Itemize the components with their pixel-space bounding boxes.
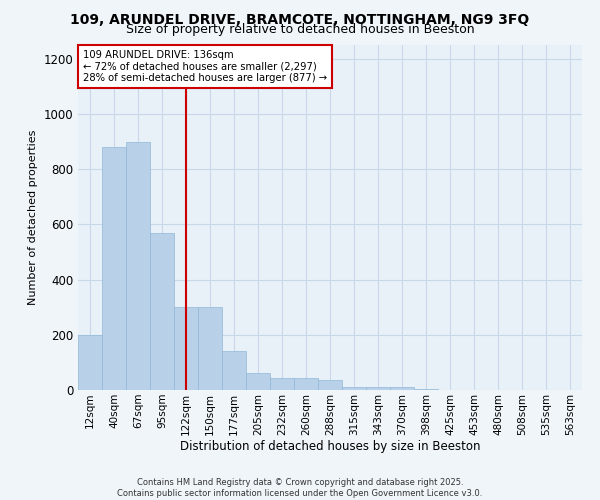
Text: 109, ARUNDEL DRIVE, BRAMCOTE, NOTTINGHAM, NG9 3FQ: 109, ARUNDEL DRIVE, BRAMCOTE, NOTTINGHAM… [70,12,530,26]
Bar [366,387,390,390]
Bar [78,335,102,390]
Bar [270,378,294,390]
Bar [342,387,366,390]
Bar [294,378,318,390]
Bar [246,374,270,390]
Bar [174,307,198,390]
Text: Size of property relative to detached houses in Beeston: Size of property relative to detached ho… [125,22,475,36]
Y-axis label: Number of detached properties: Number of detached properties [28,130,38,305]
X-axis label: Distribution of detached houses by size in Beeston: Distribution of detached houses by size … [180,440,480,454]
Bar [390,387,414,390]
Text: 109 ARUNDEL DRIVE: 136sqm
← 72% of detached houses are smaller (2,297)
28% of se: 109 ARUNDEL DRIVE: 136sqm ← 72% of detac… [83,50,327,84]
Bar [102,147,126,390]
Bar [126,142,150,390]
Bar [222,352,246,390]
Bar [414,388,438,390]
Bar [318,380,342,390]
Bar [150,232,174,390]
Bar [198,307,222,390]
Text: Contains HM Land Registry data © Crown copyright and database right 2025.
Contai: Contains HM Land Registry data © Crown c… [118,478,482,498]
